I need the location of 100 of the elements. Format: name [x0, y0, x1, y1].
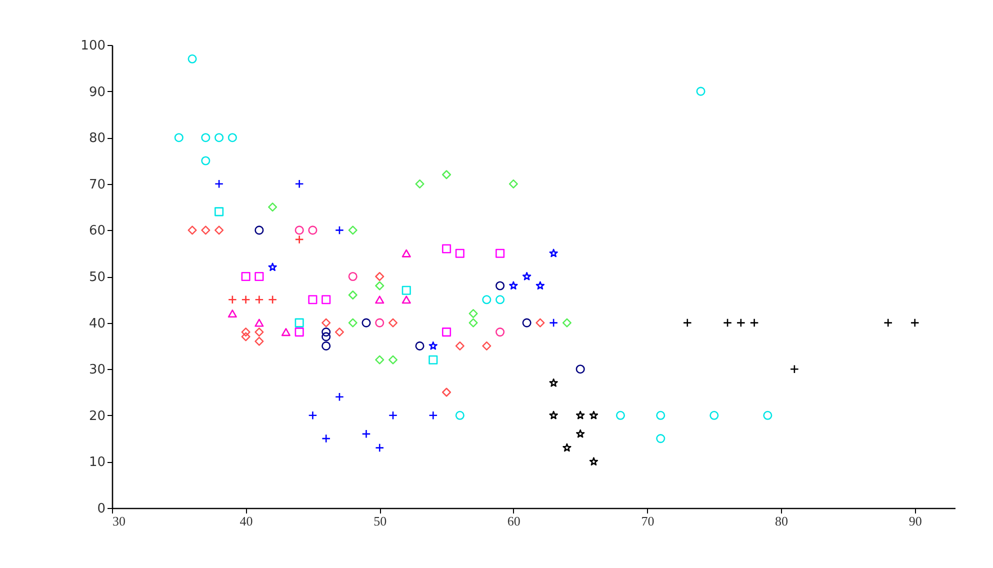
point [228, 295, 237, 304]
point [375, 318, 384, 328]
point [375, 281, 384, 290]
point [468, 309, 478, 318]
point [402, 296, 411, 304]
point [442, 388, 452, 397]
x-tick-label: 50 [374, 514, 387, 528]
point [763, 410, 772, 420]
point [375, 443, 384, 452]
point [536, 281, 545, 290]
point [268, 262, 277, 272]
y-tick-label: 100 [80, 38, 106, 54]
point [402, 286, 411, 295]
y-tick-label: 90 [88, 84, 106, 100]
point [375, 272, 384, 282]
point [428, 355, 438, 364]
point [589, 410, 598, 420]
point [468, 318, 478, 328]
point [214, 226, 224, 235]
y-tick-label: 10 [88, 455, 106, 470]
point [322, 332, 331, 342]
point [241, 272, 250, 282]
point [522, 272, 532, 280]
point [281, 328, 290, 336]
x-tick-label: 30 [112, 514, 126, 528]
point [496, 281, 505, 290]
point [375, 296, 384, 304]
point [348, 226, 358, 235]
y-tick-label: 70 [88, 177, 106, 192]
point [482, 295, 492, 304]
point [228, 133, 237, 142]
point [188, 54, 197, 64]
point [428, 410, 438, 420]
point [254, 295, 264, 304]
point [562, 318, 572, 328]
point [442, 328, 452, 337]
point [562, 443, 572, 452]
point [241, 328, 250, 337]
point [375, 355, 384, 364]
point [415, 179, 424, 188]
point [294, 328, 304, 337]
point [294, 318, 304, 328]
point [482, 341, 492, 350]
point [201, 226, 210, 235]
y-tick-label: 80 [88, 131, 106, 146]
point [348, 272, 358, 282]
point [201, 156, 210, 166]
point [750, 318, 759, 328]
point [268, 202, 278, 212]
point [241, 295, 250, 304]
x-tick-label: 60 [507, 514, 520, 528]
point [616, 410, 625, 420]
point [522, 318, 532, 328]
point [214, 133, 224, 142]
point [696, 86, 706, 96]
point [910, 318, 920, 328]
point [415, 341, 424, 350]
point [455, 341, 464, 350]
point [241, 332, 250, 342]
point [682, 318, 692, 328]
point [509, 281, 518, 290]
y-tick-label: 30 [88, 362, 106, 378]
point [496, 328, 505, 337]
point [549, 318, 558, 328]
point [710, 410, 719, 420]
point [254, 226, 264, 235]
point [308, 295, 318, 304]
point [388, 318, 398, 328]
point [201, 133, 210, 142]
point [334, 392, 344, 402]
point [254, 328, 264, 337]
point [388, 410, 398, 420]
point [294, 179, 304, 188]
point [723, 318, 732, 328]
point [254, 272, 264, 282]
y-tick-label: 40 [88, 316, 106, 332]
point [428, 341, 438, 350]
point [442, 170, 452, 180]
x-tick-label: 40 [240, 514, 253, 528]
point [322, 318, 331, 328]
point [322, 328, 331, 337]
point [536, 318, 545, 328]
point [736, 318, 746, 328]
point [455, 248, 464, 258]
point [496, 248, 505, 258]
point [214, 179, 224, 188]
point [334, 328, 344, 337]
x-tick-label: 80 [775, 514, 788, 528]
point [254, 336, 264, 346]
point [322, 295, 331, 304]
point [308, 410, 318, 420]
point [656, 434, 666, 444]
point [496, 295, 505, 304]
point [576, 364, 585, 374]
y-tick-label: 50 [88, 270, 106, 285]
point [576, 410, 585, 420]
point [442, 244, 452, 254]
point [402, 249, 411, 258]
y-tick-label: 20 [88, 408, 106, 424]
point [455, 410, 464, 420]
